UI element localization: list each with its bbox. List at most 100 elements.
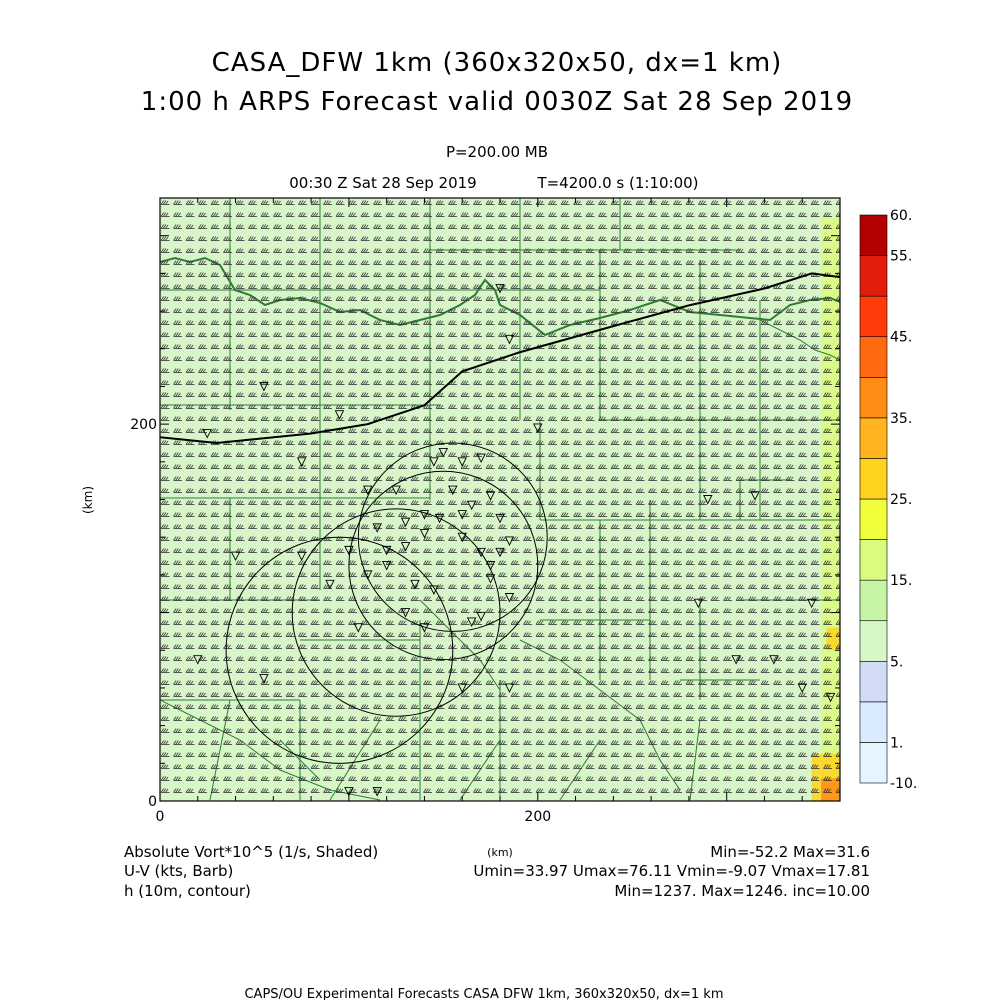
station-marker xyxy=(296,457,307,467)
x-axis-label: (km) xyxy=(487,846,513,859)
station-marker xyxy=(381,561,392,571)
station-marker xyxy=(485,574,496,584)
radar-range-ring-1 xyxy=(291,508,501,717)
station-marker xyxy=(495,284,505,294)
station-marker xyxy=(363,485,373,496)
station-marker xyxy=(193,655,203,665)
station-marker xyxy=(457,457,467,467)
station-marker xyxy=(769,655,779,665)
colorbar-swatch xyxy=(859,620,888,662)
plot-area xyxy=(159,197,841,802)
station-marker xyxy=(410,579,420,590)
colorbar-swatch xyxy=(859,376,888,419)
y-tick-label: 0 xyxy=(148,794,157,810)
station-marker xyxy=(419,623,430,633)
station-marker xyxy=(476,547,486,558)
footer-credit: CAPS/OU Experimental Forecasts CASA DFW … xyxy=(244,987,723,1000)
colorbar-swatch xyxy=(859,336,888,378)
station-marker xyxy=(825,692,836,703)
colorbar-swatch xyxy=(859,458,888,500)
station-marker xyxy=(457,510,467,520)
colorbar-label: 45. xyxy=(890,330,912,346)
vort-range: Min=-52.2 Max=31.6 xyxy=(710,843,870,861)
elapsed-time: T=4200.0 s (1:10:00) xyxy=(536,174,698,192)
station-marker xyxy=(363,570,373,580)
axes: 0 200 0 200 xyxy=(130,197,841,825)
title-line-2: 1:00 h ARPS Forecast valid 0030Z Sat 28 … xyxy=(141,87,853,117)
station-marker xyxy=(466,500,477,511)
station-marker xyxy=(400,542,411,552)
station-marker xyxy=(448,485,458,496)
station-marker xyxy=(504,536,515,546)
colorbar-swatch xyxy=(859,701,888,743)
colorbar-swatch xyxy=(859,255,888,297)
colorbar-swatch xyxy=(859,539,888,581)
station-marker xyxy=(466,617,477,627)
station-marker xyxy=(457,532,467,543)
station-marker xyxy=(476,611,486,622)
y-axis-label: (km) xyxy=(81,486,95,514)
station-marker xyxy=(372,787,382,797)
station-marker xyxy=(334,410,345,420)
colorbar-swatch xyxy=(859,417,888,459)
colorbar-swatch xyxy=(859,660,888,703)
station-marker xyxy=(485,491,496,501)
colorbar-label: 5. xyxy=(890,654,903,670)
station-marker xyxy=(372,523,382,533)
station-marker xyxy=(750,491,760,501)
station-marker xyxy=(400,608,411,618)
station-marker xyxy=(325,579,335,590)
colorbar-label: 1. xyxy=(890,735,903,751)
station-marker xyxy=(230,551,241,562)
wind-barbs xyxy=(160,198,840,801)
station-marker xyxy=(296,551,307,562)
x-tick-label: 200 xyxy=(524,809,551,825)
station-marker xyxy=(344,545,354,556)
colorbar-swatch xyxy=(859,579,888,622)
field-contour-label: h (10m, contour) xyxy=(124,882,251,900)
field-shaded-label: Absolute Vort*10^5 (1/s, Shaded) xyxy=(124,843,378,861)
station-marker xyxy=(434,513,445,524)
station-marker xyxy=(797,683,807,693)
radar-range-ring-3 xyxy=(357,442,548,632)
colorbar-swatch xyxy=(859,742,888,784)
colorbar-label: 60. xyxy=(890,208,912,224)
station-marker xyxy=(419,510,430,520)
station-marker xyxy=(391,485,401,496)
station-marker xyxy=(504,593,515,603)
station-marker xyxy=(731,655,741,665)
station-marker xyxy=(344,787,354,797)
colorbar-label: 25. xyxy=(890,492,912,508)
h-range: Min=1237. Max=1246. inc=10.00 xyxy=(614,882,870,900)
colorbar: -10. 1. 5. 15. 25. 35. 45. 55. 60. xyxy=(859,208,917,792)
pressure-level: P=200.00 MB xyxy=(446,143,548,161)
field-barb-label: U-V (kts, Barb) xyxy=(124,862,233,880)
x-tick-label: 0 xyxy=(156,809,165,825)
station-marker xyxy=(353,623,364,633)
station-marker xyxy=(703,495,713,505)
colorbar-label: 35. xyxy=(890,411,912,427)
station-marker xyxy=(381,545,392,556)
colorbar-label: 55. xyxy=(890,249,912,265)
station-marker xyxy=(693,598,704,609)
colorbar-swatch xyxy=(859,214,888,256)
height-contour-line xyxy=(160,272,840,445)
station-marker xyxy=(485,561,496,571)
colorbar-label: 15. xyxy=(890,573,912,589)
station-marker xyxy=(495,547,505,558)
y-tick-label: 200 xyxy=(130,417,157,433)
radar-range-ring-0 xyxy=(225,536,454,764)
station-marker xyxy=(495,513,505,524)
uv-range: Umin=33.97 Umax=76.11 Vmin=-9.07 Vmax=17… xyxy=(473,862,870,880)
station-marker xyxy=(429,457,439,467)
station-marker xyxy=(504,334,515,345)
title-line-1: CASA_DFW 1km (360x320x50, dx=1 km) xyxy=(212,48,783,78)
valid-time: 00:30 Z Sat 28 Sep 2019 xyxy=(289,174,476,192)
station-marker xyxy=(259,674,269,684)
station-marker xyxy=(806,598,817,609)
colorbar-swatch xyxy=(859,295,888,338)
contour-overlay xyxy=(160,272,840,797)
station-marker xyxy=(400,517,411,528)
station-marker xyxy=(259,381,269,392)
